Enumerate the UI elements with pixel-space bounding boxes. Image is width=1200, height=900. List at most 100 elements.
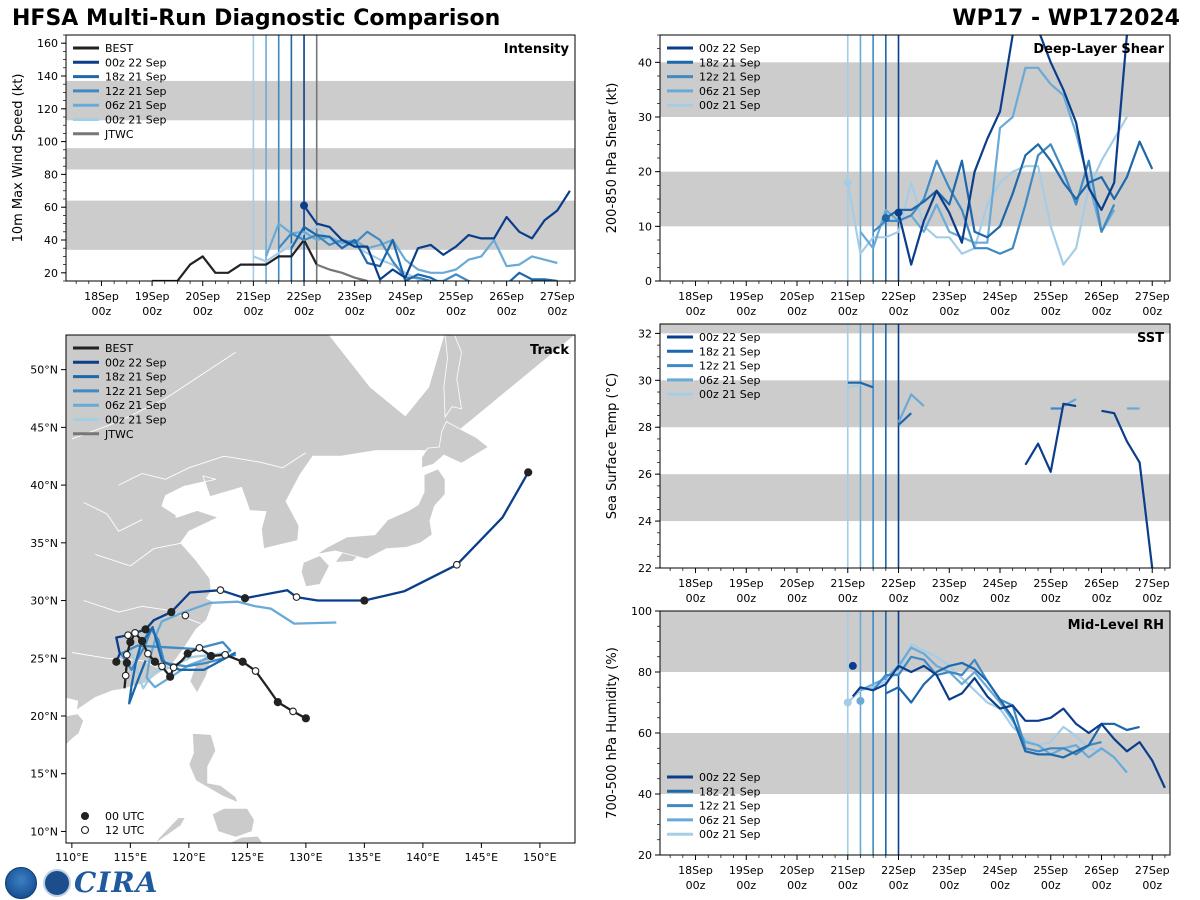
shear-legend-label: 18z 21 Sep <box>699 56 761 69</box>
intensity-legend-label: JTWC <box>104 128 134 141</box>
track-ytick-label: 35°N <box>30 537 58 550</box>
intensity-ytick-label: 140 <box>37 70 58 83</box>
track-point-12utc <box>121 671 130 680</box>
sst-legend-label: 00z 22 Sep <box>699 331 761 344</box>
track-point-00utc <box>126 638 135 647</box>
rh-xtick-label: 00z <box>736 879 756 892</box>
track-06z-21-Sep <box>145 600 337 689</box>
rh-xtick-label: 00z <box>1092 879 1112 892</box>
sakhalin-land <box>443 335 462 419</box>
rh-xtick-label: 00z <box>889 879 909 892</box>
mindanao-land <box>229 835 264 843</box>
track-point-00utc <box>273 698 282 707</box>
intensity-band-2 <box>66 80 575 121</box>
track-ytick-label: 40°N <box>30 479 58 492</box>
track-point-00utc <box>301 714 310 723</box>
sst-xtick-label: 21Sep <box>830 577 865 590</box>
track-point-00utc <box>524 468 533 477</box>
shear-xtick-label: 21Sep <box>830 290 865 303</box>
rh-ytick-label: 100 <box>631 605 652 618</box>
track-point-00utc <box>360 596 369 605</box>
track-xtick-label: 145°E <box>465 851 498 864</box>
track-legend-label: 18z 21 Sep <box>105 371 167 384</box>
shear-legend-label: 06z 21 Sep <box>699 85 761 98</box>
intensity-ytick-label: 160 <box>37 37 58 50</box>
sst-panel: 22 24 26 28 30 32 18Sep 00z 19Sep 00z 20Sep 00z 21Se… <box>605 323 1171 605</box>
shear-ytick-label: 10 <box>638 220 652 233</box>
track-point-12utc <box>131 629 139 637</box>
shear-xtick-label: 00z <box>1142 305 1162 318</box>
rh-ytick-label: 20 <box>638 849 652 862</box>
sst-xtick-label: 20Sep <box>780 577 815 590</box>
shear-ytick-label: 40 <box>638 56 652 69</box>
track-marker-legend-label: 00 UTC <box>105 810 145 823</box>
rh-xtick-label: 24Sep <box>983 864 1018 877</box>
sst-xtick-label: 00z <box>1041 592 1061 605</box>
intensity-xtick-label: 00z <box>345 305 365 318</box>
track-title: Track <box>530 343 569 358</box>
sst-xtick-label: 18Sep <box>678 577 713 590</box>
rh-xtick-label: 20Sep <box>780 864 815 877</box>
rh-title: Mid-Level RH <box>1068 618 1164 633</box>
intensity-legend-label: 06z 21 Sep <box>105 99 167 112</box>
shear-xtick-label: 18Sep <box>678 290 713 303</box>
agency-logos: CIRA <box>5 866 158 899</box>
rh-legend-label: 12z 21 Sep <box>699 800 761 813</box>
track-ytick-label: 10°N <box>30 825 58 838</box>
shear-xtick-label: 00z <box>787 305 807 318</box>
rh-legend-label: 00z 21 Sep <box>699 828 761 841</box>
intensity-xtick-label: 21Sep <box>236 290 271 303</box>
track-point-12utc <box>169 663 178 672</box>
visayas-land <box>211 808 255 838</box>
intensity-legend-label: 00z 21 Sep <box>105 114 167 127</box>
track-xtick-label: 115°E <box>114 851 147 864</box>
rh-series-18z-21-Sep <box>885 661 1140 759</box>
track-xtick-label: 125°E <box>231 851 264 864</box>
rh-xtick-label: 00z <box>939 879 959 892</box>
shear-series-00z-22-Sep <box>897 35 1128 266</box>
sst-xtick-label: 19Sep <box>729 577 764 590</box>
sst-band-1 <box>660 380 1170 428</box>
intensity-xtick-label: 00z <box>547 305 567 318</box>
track-point-12utc <box>124 631 132 640</box>
rh-xtick-label: 00z <box>1041 879 1061 892</box>
intensity-xtick-label: 24Sep <box>388 290 423 303</box>
rh-ytick-label: 60 <box>638 727 652 740</box>
sst-ytick-label: 22 <box>638 562 652 575</box>
intensity-xtick-label: 20Sep <box>185 290 220 303</box>
track-point-12utc <box>289 707 297 716</box>
track-ytick-label: 45°N <box>30 421 58 434</box>
track-point-00utc <box>150 657 160 666</box>
intensity-xtick-label: 27Sep <box>540 290 575 303</box>
rh-ytick-label: 40 <box>638 788 652 801</box>
sst-legend-label: 06z 21 Sep <box>699 374 761 387</box>
shear-marker-18z-21-Sep <box>881 214 890 223</box>
track-marker-legend-label: 12 UTC <box>105 824 145 837</box>
intensity-xtick-label: 00z <box>244 305 264 318</box>
track-legend-label: BEST <box>105 342 133 355</box>
shear-legend-label: 00z 21 Sep <box>699 99 761 112</box>
sst-xtick-label: 25Sep <box>1033 577 1068 590</box>
track-point-12utc <box>452 560 461 569</box>
intensity-title: Intensity <box>504 42 570 57</box>
sst-xtick-label: 22Sep <box>881 577 916 590</box>
intensity-xtick-label: 25Sep <box>439 290 474 303</box>
intensity-band-1 <box>66 148 575 170</box>
sst-ytick-label: 26 <box>638 468 652 481</box>
noaa-logo-icon <box>5 866 37 899</box>
rh-xtick-label: 00z <box>787 879 807 892</box>
shear-xtick-label: 22Sep <box>881 290 916 303</box>
track-xtick-label: 130°E <box>289 851 322 864</box>
sst-band-2 <box>660 324 1170 334</box>
track-xtick-label: 150°E <box>523 851 556 864</box>
track-point-00utc <box>166 672 175 681</box>
sst-xtick-label: 00z <box>736 592 756 605</box>
shear-xtick-label: 20Sep <box>780 290 815 303</box>
shear-marker-00z-21-Sep <box>843 178 852 187</box>
shear-band-1 <box>660 62 1170 117</box>
rh-xtick-label: 27Sep <box>1135 864 1170 877</box>
intensity-xtick-label: 22Sep <box>287 290 322 303</box>
shear-xtick-label: 19Sep <box>729 290 764 303</box>
sst-xtick-label: 00z <box>838 592 858 605</box>
intensity-ytick-label: 100 <box>37 136 58 149</box>
